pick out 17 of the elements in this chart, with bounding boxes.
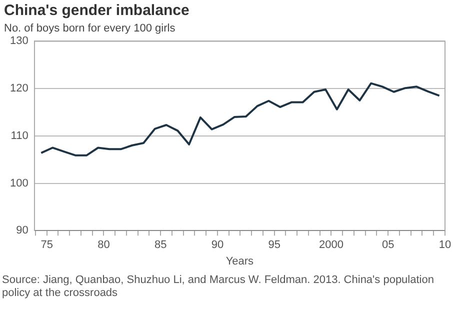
- x-tick-label: 85: [154, 239, 167, 252]
- x-tick-label: 80: [98, 239, 110, 252]
- y-tick-label: 90: [16, 224, 28, 237]
- x-tick-label: 95: [268, 239, 280, 252]
- y-tick-label: 110: [10, 130, 28, 142]
- x-tick-label: 90: [211, 239, 224, 252]
- x-tick-label: 05: [382, 239, 394, 252]
- chart-title: China's gender imbalance: [4, 2, 190, 20]
- y-tick-label: 100: [10, 177, 28, 190]
- x-axis-title: Years: [226, 255, 254, 268]
- x-tick-label: 10: [438, 239, 452, 252]
- chart-subtitle: No. of boys born for every 100 girls: [4, 22, 176, 35]
- source-note: Source: Jiang, Quanbao, Shuzhuo Li, and Marcus W. Feldman. 2013. China's population policy at the crossroads: [1, 273, 435, 300]
- x-tick-label: 75: [40, 239, 53, 252]
- y-tick-label: 120: [10, 82, 28, 95]
- x-tick-label: 2000: [319, 239, 344, 252]
- y-tick-label: 130: [10, 35, 28, 48]
